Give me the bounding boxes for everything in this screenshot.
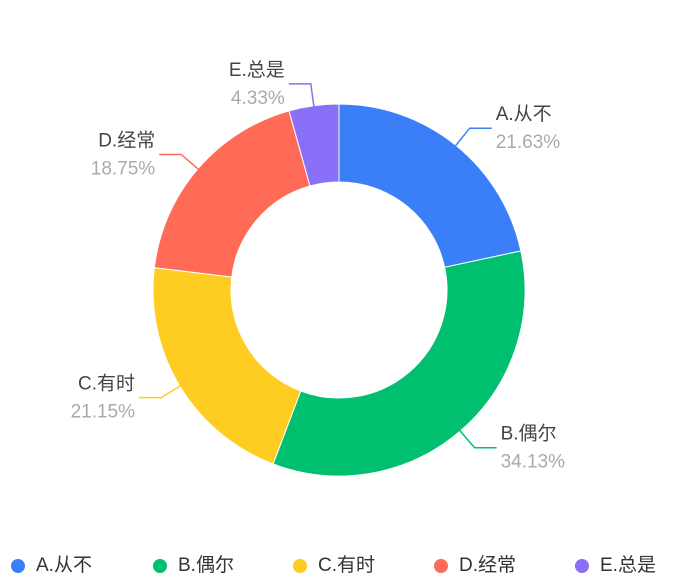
slice-value-label: 21.63% — [496, 132, 561, 153]
leader-line — [159, 153, 202, 172]
legend-marker[interactable] — [11, 559, 25, 573]
legend-label[interactable]: C.有时 — [318, 554, 375, 576]
legend-marker[interactable] — [153, 559, 167, 573]
leader-line — [139, 383, 184, 399]
slice-label: B.偶尔 — [501, 423, 557, 445]
slice-value-label: 4.33% — [231, 88, 285, 109]
donut-slice — [152, 267, 302, 465]
slice-label: E.总是 — [229, 59, 285, 81]
legend-label[interactable]: B.偶尔 — [178, 554, 234, 576]
leader-line — [452, 127, 492, 149]
donut-slice — [272, 250, 526, 477]
leader-line — [288, 83, 316, 110]
donut-slice — [153, 110, 311, 278]
legend-label[interactable]: D.经常 — [459, 554, 516, 576]
legend-marker[interactable] — [575, 559, 589, 573]
slice-value-label: 18.75% — [91, 158, 156, 179]
legend-marker[interactable] — [293, 559, 307, 573]
donut-slice — [338, 103, 522, 268]
slice-label: D.经常 — [98, 129, 155, 151]
legend-marker[interactable] — [434, 559, 448, 573]
slice-label: C.有时 — [78, 373, 135, 395]
leader-line — [457, 427, 497, 449]
legend-label[interactable]: E.总是 — [600, 554, 656, 576]
slice-label: A.从不 — [496, 104, 552, 125]
donut-slice — [288, 103, 340, 187]
legend-label[interactable]: A.从不 — [36, 555, 92, 576]
slice-value-label: 21.15% — [71, 402, 136, 423]
slice-value-label: 34.13% — [501, 452, 566, 473]
